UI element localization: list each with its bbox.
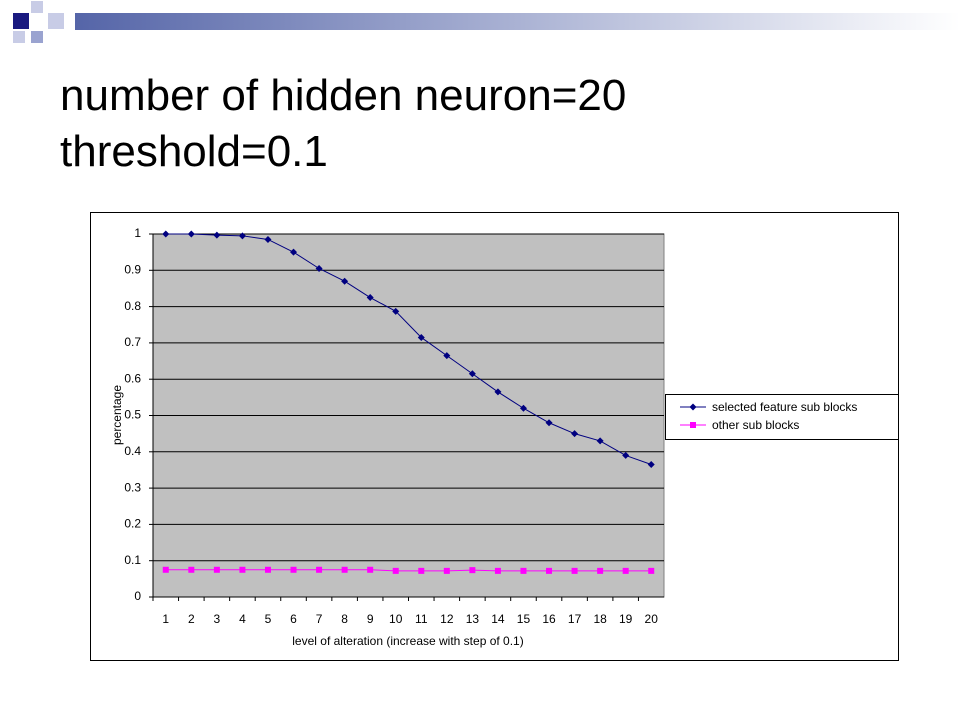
x-tick-label: 19 [619, 612, 633, 626]
x-tick-label: 20 [645, 612, 659, 626]
x-tick-label: 10 [389, 612, 403, 626]
legend-label: selected feature sub blocks [712, 400, 857, 414]
data-point [392, 567, 399, 574]
data-point [689, 403, 697, 411]
x-tick-label: 11 [415, 612, 428, 626]
data-point [622, 451, 630, 459]
data-point [264, 235, 272, 243]
data-point [597, 567, 604, 574]
series-line [165, 569, 652, 572]
x-axis-label: level of alteration (increase with step … [292, 634, 523, 648]
data-point [571, 430, 579, 438]
data-point [264, 566, 271, 573]
data-point [468, 370, 476, 378]
data-point [213, 566, 220, 573]
data-point [392, 307, 400, 315]
y-tick-label: 0.2 [124, 517, 141, 531]
data-point [545, 419, 553, 427]
data-point [213, 231, 221, 239]
data-point [366, 294, 374, 302]
data-point [162, 230, 170, 238]
y-tick-label: 0.8 [124, 299, 141, 313]
legend [665, 394, 899, 440]
data-point [596, 437, 604, 445]
data-point [648, 567, 655, 574]
data-point [290, 566, 297, 573]
x-tick-label: 7 [316, 612, 323, 626]
y-tick-label: 1 [134, 226, 141, 240]
data-point [690, 422, 696, 428]
data-point [443, 352, 451, 360]
data-point [417, 333, 425, 341]
slide-title: number of hidden neuron=20 threshold=0.1 [60, 71, 627, 176]
data-point [187, 230, 195, 238]
data-point [494, 388, 502, 396]
legend-items: selected feature sub blocks other sub blo… [680, 400, 857, 432]
x-tick-label: 17 [568, 612, 582, 626]
y-tick-label: 0.6 [124, 371, 141, 385]
data-point [367, 566, 374, 573]
data-point [443, 567, 450, 574]
x-tick-label: 3 [214, 612, 221, 626]
y-tick-label: 0.9 [124, 262, 141, 276]
data-point [238, 232, 246, 240]
data-point [239, 566, 246, 573]
data-point [571, 567, 578, 574]
x-tick-label: 12 [440, 612, 454, 626]
x-tick-label: 14 [491, 612, 505, 626]
data-point [519, 404, 527, 412]
x-tick-label: 2 [188, 612, 195, 626]
legend-label: other sub blocks [712, 418, 799, 432]
x-tick-label: 16 [542, 612, 556, 626]
data-point [622, 567, 629, 574]
data-point [315, 264, 323, 272]
series-line [165, 233, 652, 465]
data-point [418, 567, 425, 574]
data-point [290, 248, 298, 256]
data-point [520, 567, 527, 574]
y-axis-label: percentage [110, 385, 124, 445]
x-tick-label: 9 [367, 612, 374, 626]
data-point [469, 567, 476, 574]
data-point [647, 461, 655, 469]
data-point [494, 567, 501, 574]
data-point [341, 566, 348, 573]
y-tick-label: 0.4 [124, 444, 141, 458]
y-tick-label: 0.7 [124, 335, 141, 349]
data-point [162, 566, 169, 573]
y-tick-label: 0.5 [124, 408, 141, 422]
slide-decoration [13, 1, 960, 43]
data-point [341, 277, 349, 285]
y-tick-label: 0.1 [124, 553, 141, 567]
data-point [546, 567, 553, 574]
x-tick-label: 8 [341, 612, 348, 626]
y-tick-label: 0.3 [124, 480, 141, 494]
x-tick-label: 5 [265, 612, 272, 626]
x-tick-label: 6 [290, 612, 297, 626]
x-tick-label: 13 [466, 612, 480, 626]
data-point [188, 566, 195, 573]
y-tick-label: 0 [134, 589, 141, 603]
x-tick-label: 1 [162, 612, 169, 626]
x-tick-label: 4 [239, 612, 246, 626]
x-tick-label: 18 [593, 612, 607, 626]
x-tick-label: 15 [517, 612, 531, 626]
data-point [316, 566, 323, 573]
